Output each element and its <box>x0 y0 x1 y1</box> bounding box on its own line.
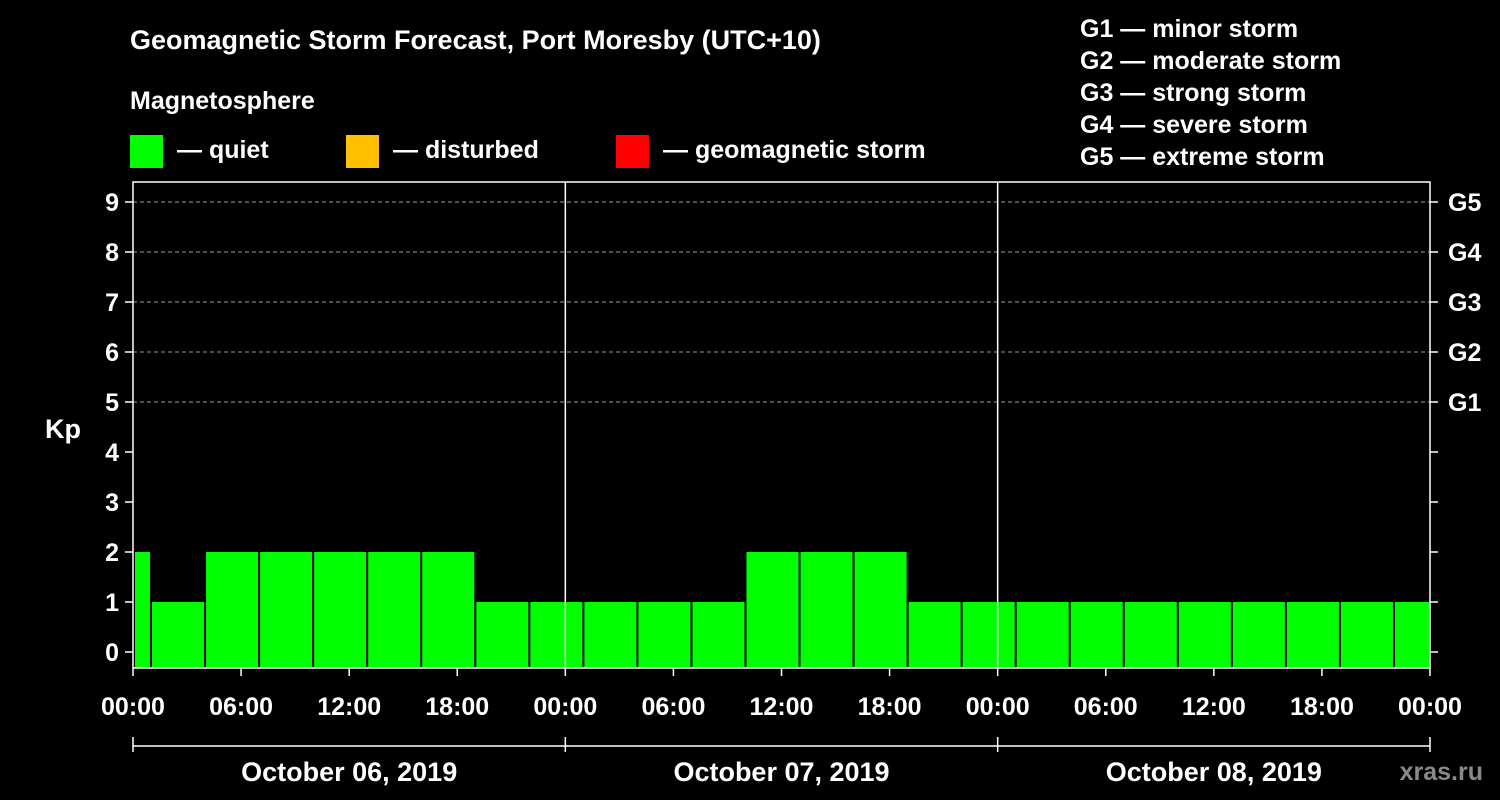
day-label: October 08, 2019 <box>1106 757 1322 787</box>
g-scale-label: G1 <box>1448 389 1481 417</box>
x-tick-label: 00:00 <box>1398 693 1462 721</box>
g-scale-label: G4 <box>1448 239 1481 267</box>
x-tick-label: 12:00 <box>1182 693 1246 721</box>
kp-bar <box>908 602 961 668</box>
grid-lines <box>133 201 1430 403</box>
kp-bar <box>1124 602 1177 668</box>
kp-bar <box>638 602 691 668</box>
kp-bar <box>135 552 151 668</box>
x-tick-labels: 00:00 06:00 12:00 18:00 00:00 06:00 12:00 18:00… <box>101 668 1462 721</box>
day-label: October 06, 2019 <box>241 757 457 787</box>
y-tick-label: 2 <box>105 539 119 567</box>
y-tick-label: 5 <box>105 389 119 417</box>
y-axis-label: Kp <box>45 414 81 444</box>
x-tick-label: 00:00 <box>101 693 165 721</box>
g-scale-label: G2 <box>1448 339 1481 367</box>
kp-bar <box>1070 602 1123 668</box>
y-tick-label: 1 <box>105 589 119 617</box>
bars <box>135 552 1429 668</box>
legend-swatch-storm <box>616 135 649 168</box>
watermark: xras.ru <box>1400 758 1483 786</box>
day-labels: October 06, 2019 October 07, 2019 October … <box>132 737 1431 787</box>
x-tick-label: 18:00 <box>1290 693 1354 721</box>
x-tick-label: 06:00 <box>641 693 705 721</box>
kp-bar <box>1286 602 1339 668</box>
chart-title: Geomagnetic Storm Forecast, Port Moresby… <box>130 25 821 55</box>
y-tick-label: 9 <box>105 189 119 217</box>
legend-label-disturbed: — disturbed <box>393 136 539 164</box>
legend-swatch-quiet <box>130 135 163 168</box>
y-tick-label: 0 <box>105 639 119 667</box>
axes <box>132 181 1431 669</box>
kp-bar <box>260 552 313 668</box>
x-tick-label: 00:00 <box>966 693 1030 721</box>
x-tick-label: 18:00 <box>425 693 489 721</box>
x-tick-label: 06:00 <box>1074 693 1138 721</box>
y-tick-label: 4 <box>105 439 119 467</box>
storm-scale-g2: G2 — moderate storm <box>1080 47 1341 75</box>
kp-bar <box>584 602 637 668</box>
legend-label-quiet: — quiet <box>177 136 269 164</box>
y-tick-label: 6 <box>105 339 119 367</box>
legend-label-storm: — geomagnetic storm <box>663 136 926 164</box>
kp-bar <box>422 552 475 668</box>
y-tick-labels: 0 1 2 3 4 5 6 7 8 9 <box>105 189 1438 667</box>
kp-bar <box>800 552 853 668</box>
storm-scale-g5: G5 — extreme storm <box>1080 143 1325 171</box>
kp-bar <box>368 552 421 668</box>
kp-bar <box>1232 602 1285 668</box>
kp-bar <box>530 602 583 668</box>
day-label: October 07, 2019 <box>673 757 889 787</box>
g-scale-label: G5 <box>1448 189 1481 217</box>
y-tick-label: 8 <box>105 239 119 267</box>
g-scale-labels: G1 G2 G3 G4 G5 <box>1448 189 1481 417</box>
kp-bar <box>206 552 259 668</box>
kp-bar <box>854 552 907 668</box>
kp-bar <box>476 602 529 668</box>
storm-scale-g3: G3 — strong storm <box>1080 79 1306 107</box>
magnetosphere-legend-title: Magnetosphere <box>130 87 315 115</box>
kp-bar <box>1340 602 1393 668</box>
kp-bar <box>1394 602 1429 668</box>
x-tick-label: 18:00 <box>858 693 922 721</box>
x-tick-label: 12:00 <box>317 693 381 721</box>
y-tick-label: 7 <box>105 289 119 317</box>
kp-bar <box>1178 602 1231 668</box>
storm-scale-g4: G4 — severe storm <box>1080 111 1308 139</box>
kp-bar <box>314 552 367 668</box>
kp-bar <box>746 552 799 668</box>
storm-scale-g1: G1 — minor storm <box>1080 15 1298 43</box>
kp-bar <box>152 602 205 668</box>
y-tick-label: 3 <box>105 489 119 517</box>
kp-bar <box>692 602 745 668</box>
legend-swatch-disturbed <box>346 135 379 168</box>
g-scale-label: G3 <box>1448 289 1481 317</box>
x-tick-label: 00:00 <box>533 693 597 721</box>
kp-bar <box>962 602 1015 668</box>
x-tick-label: 06:00 <box>209 693 273 721</box>
x-tick-label: 12:00 <box>750 693 814 721</box>
kp-bar <box>1016 602 1069 668</box>
